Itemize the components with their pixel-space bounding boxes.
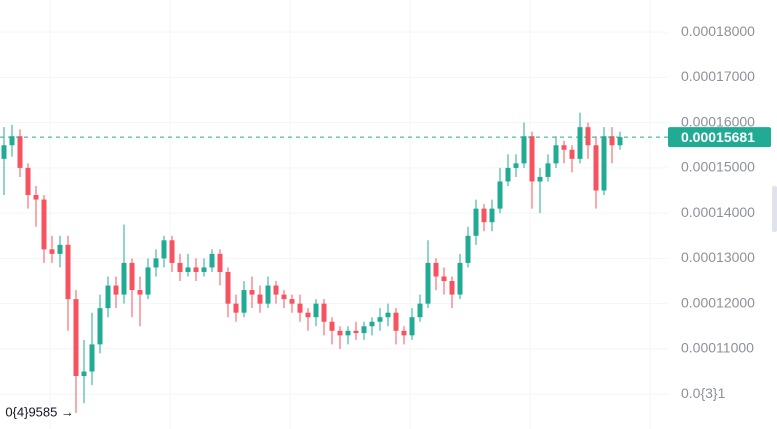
candle-body	[409, 317, 415, 336]
candle-body	[241, 290, 247, 313]
candle-body	[585, 127, 591, 146]
candle-body	[105, 285, 111, 309]
candle-body	[233, 303, 239, 313]
candle-body	[193, 267, 199, 272]
candle-body	[345, 330, 351, 336]
candle-body	[153, 258, 159, 268]
candle-body	[9, 136, 15, 146]
candle-body	[537, 176, 543, 182]
last-price-label: 0.00015681	[681, 129, 755, 145]
y-tick-label: 0.00011000	[681, 340, 754, 356]
candle-body	[377, 317, 383, 322]
candle-body	[529, 136, 535, 182]
candle-body	[57, 244, 63, 254]
candle-body	[449, 281, 455, 295]
candle-body	[169, 240, 175, 263]
low-annotation: 0{4}9585 →	[5, 404, 74, 419]
candle-body	[217, 253, 223, 272]
y-tick-label: 0.00015000	[681, 159, 755, 175]
candle-body	[417, 303, 423, 318]
candle-body	[145, 267, 151, 295]
candle-body	[361, 326, 367, 334]
candle-body	[441, 276, 447, 282]
candle-body	[81, 371, 87, 377]
candle-body	[481, 208, 487, 223]
candle-body	[257, 294, 263, 304]
candle-body	[281, 294, 287, 300]
candle-body	[297, 303, 303, 313]
candle-body	[353, 330, 359, 334]
y-tick-label: 0.00016000	[681, 113, 755, 129]
candle-body	[433, 262, 439, 277]
candle-body	[41, 199, 47, 250]
candle-body	[97, 308, 103, 345]
candle-body	[249, 290, 255, 295]
scroll-handle[interactable]	[772, 186, 777, 232]
last-price-tag	[668, 127, 771, 148]
candle-body	[17, 136, 23, 168]
candle-body	[465, 235, 471, 263]
candle-body	[425, 262, 431, 304]
candle-body	[401, 330, 407, 336]
candle-body	[569, 149, 575, 159]
candle-body	[545, 163, 551, 177]
candle-body	[121, 262, 127, 295]
candle-body	[513, 163, 519, 168]
candle-body	[593, 145, 599, 191]
candle-body	[577, 127, 583, 159]
candle-body	[25, 167, 31, 196]
candle-body	[49, 249, 55, 254]
candle-body	[457, 262, 463, 295]
vertical-grid	[49, 0, 651, 429]
candle-body	[561, 145, 567, 150]
candle-body	[33, 195, 39, 200]
y-tick-label: 0.00017000	[681, 68, 755, 84]
candle-body	[1, 145, 7, 159]
candle-body	[89, 344, 95, 372]
candle-body	[337, 330, 343, 336]
candle-body	[385, 312, 391, 318]
candle-body	[601, 136, 607, 191]
candle-body	[209, 253, 215, 268]
candle-body	[137, 290, 143, 295]
candle-body	[497, 181, 503, 209]
candle-body	[265, 285, 271, 304]
candle-body	[177, 262, 183, 272]
y-tick-label: 0.00018000	[681, 23, 755, 39]
candle-body	[201, 267, 207, 272]
y-tick-label: 0.00014000	[681, 204, 755, 220]
candle-body	[521, 136, 527, 164]
candle-body	[321, 303, 327, 322]
candle-body	[185, 267, 191, 272]
candle-body	[305, 312, 311, 318]
candle-body	[113, 285, 119, 295]
y-tick-label: 0.0{3}1	[681, 385, 726, 401]
candle-body	[553, 145, 559, 164]
candle-body	[609, 136, 615, 146]
candle-body	[393, 312, 399, 331]
candle-body	[617, 137, 623, 146]
candle-body	[473, 208, 479, 236]
candle-body	[65, 244, 71, 300]
candle-body	[273, 285, 279, 295]
y-tick-label: 0.00013000	[681, 249, 755, 265]
candle-body	[129, 262, 135, 291]
candle-body	[289, 299, 295, 304]
candle-body	[161, 240, 167, 259]
candle-body	[313, 303, 319, 318]
candle-body	[73, 299, 79, 377]
candle-body	[505, 167, 511, 182]
candle-body	[225, 271, 231, 304]
candle-body	[369, 321, 375, 327]
candle-body	[489, 208, 495, 223]
candle-body	[329, 321, 335, 331]
y-tick-label: 0.00012000	[681, 294, 755, 310]
